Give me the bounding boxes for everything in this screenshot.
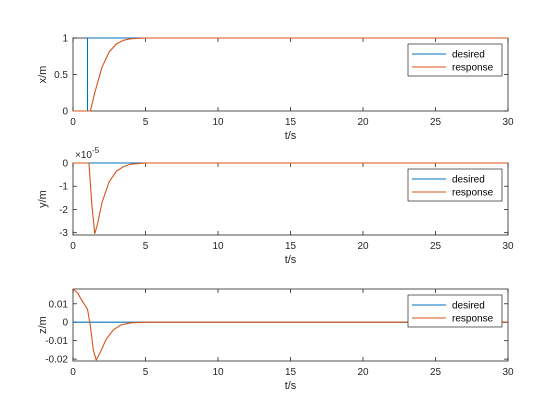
- y-axis-label: y/m: [37, 190, 49, 208]
- legend-label-desired: desired: [452, 301, 485, 312]
- subplot-3: 0 5 10 15 20 25 30 0.01 0 -0.01 -0.02 t/s z/m desired…: [37, 288, 514, 392]
- x-tick-label: 0: [70, 367, 76, 378]
- x-tick-label: 0: [70, 117, 76, 128]
- x-tick-label: 10: [212, 117, 224, 128]
- x-tick-label: 30: [502, 117, 514, 128]
- x-tick-label: 0: [70, 241, 76, 252]
- subplot-2: 0 5 10 15 20 25 30 0 -1 -2 -3 ×10-5 t/s y/m desired res…: [37, 146, 514, 266]
- legend-label-response: response: [452, 188, 494, 199]
- x-axis-label: t/s: [285, 380, 297, 392]
- y-tick-label: -0.02: [45, 355, 68, 366]
- x-tick-label: 10: [212, 241, 224, 252]
- y-exponent-label: ×10-5: [75, 146, 100, 161]
- y-exponent-power: -5: [92, 146, 100, 155]
- legend-label-response: response: [452, 314, 494, 325]
- x-tick-label: 30: [502, 367, 514, 378]
- y-tick-label: 0: [62, 318, 68, 329]
- y-tick-label: -1: [59, 182, 68, 193]
- y-tick-label: 0.01: [49, 299, 69, 310]
- x-tick-label: 25: [430, 241, 442, 252]
- legend-label-desired: desired: [452, 175, 485, 186]
- x-tick-label: 15: [285, 241, 297, 252]
- series-line-response: [73, 288, 508, 362]
- x-tick-label: 15: [285, 117, 297, 128]
- x-tick-label: 20: [357, 117, 369, 128]
- x-tick-label: 10: [212, 367, 224, 378]
- y-tick-label: 1: [62, 34, 68, 45]
- legend-box: [407, 168, 503, 202]
- series-line-response: [73, 162, 508, 234]
- legend-box: [407, 294, 503, 328]
- y-tick-label: 0.5: [54, 70, 68, 81]
- x-tick-label: 25: [430, 117, 442, 128]
- y-axis-label: x/m: [37, 66, 49, 84]
- y-tick-label: -3: [59, 228, 68, 239]
- x-tick-label: 15: [285, 367, 297, 378]
- series-line-response: [73, 37, 508, 112]
- x-tick-label: 20: [357, 241, 369, 252]
- legend-label-desired: desired: [452, 50, 485, 61]
- subplot-1: 0 5 10 15 20 25 30 0 0.5 1 t/s x/m desired response: [37, 34, 514, 143]
- x-tick-label: 20: [357, 367, 369, 378]
- x-axis-label: t/s: [285, 254, 297, 266]
- y-tick-label: 0: [62, 159, 68, 170]
- x-tick-label: 5: [143, 117, 149, 128]
- y-tick-label: -2: [59, 205, 68, 216]
- x-tick-label: 5: [143, 367, 149, 378]
- x-tick-label: 25: [430, 367, 442, 378]
- y-axis-label: z/m: [37, 316, 49, 334]
- x-tick-label: 5: [143, 241, 149, 252]
- x-tick-label: 30: [502, 241, 514, 252]
- x-axis-label: t/s: [285, 130, 297, 142]
- legend-box: [407, 43, 503, 77]
- y-tick-label: 0: [62, 107, 68, 118]
- y-tick-label: -0.01: [45, 336, 68, 347]
- legend-label-response: response: [452, 63, 494, 74]
